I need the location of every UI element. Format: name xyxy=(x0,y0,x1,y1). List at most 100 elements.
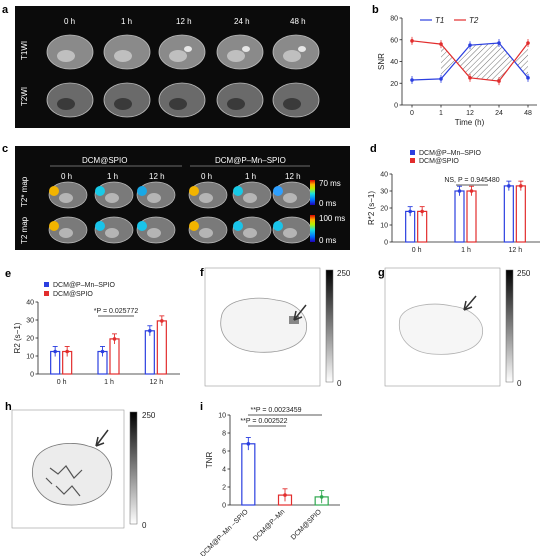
panel-h-scale-top: 250 xyxy=(142,411,156,420)
y-tick-label: 30 xyxy=(26,318,34,325)
panel-f-brain xyxy=(220,297,307,353)
panel-f-scale-top: 250 xyxy=(337,269,351,278)
category-label: DCM@P–Mn xyxy=(252,508,286,542)
panel-c-brain-inner xyxy=(147,228,161,238)
panel-c-time-label: 1 h xyxy=(245,172,256,181)
chart-i: 0 2 4 6 8 10 TNR DCM@P–Mn –SPIO DCM@P–Mn DCM@SPIO… xyxy=(200,407,340,556)
bar xyxy=(156,320,167,375)
y-tick-label: 10 xyxy=(218,413,226,420)
data-point xyxy=(507,184,511,188)
data-point xyxy=(439,42,443,46)
legend-label: T2 xyxy=(469,16,479,25)
y-tick-label: 8 xyxy=(222,431,226,438)
panel-d-label: d xyxy=(370,143,377,155)
t1wi-label: T1WI xyxy=(20,41,29,60)
data-point xyxy=(283,493,287,497)
panel-c-brain-inner xyxy=(243,228,257,238)
x-tick-label: 48 xyxy=(524,110,532,117)
data-point xyxy=(468,76,472,80)
y-tick-label: 0 xyxy=(394,103,398,110)
panel-a-label: a xyxy=(2,4,9,16)
panel-c-tumor-hotspot xyxy=(233,221,243,231)
panel-h-colorbar xyxy=(129,411,138,525)
panel-g-scale-top: 250 xyxy=(517,269,531,278)
panel-a-time-label: 24 h xyxy=(234,17,250,26)
panel-f-label: f xyxy=(200,267,204,279)
panel-c-tumor-hotspot xyxy=(49,221,59,231)
panel-a-brain-inner xyxy=(283,50,301,62)
t2star-map-label: T2* map xyxy=(20,176,29,207)
data-point xyxy=(519,184,523,188)
panel-c-time-label: 1 h xyxy=(107,172,118,181)
x-tick-label: 1 xyxy=(439,110,443,117)
panel-c-tumor-hotspot xyxy=(137,186,147,196)
legend-swatch xyxy=(410,150,415,155)
chart-d: 0 10 20 30 40 R*2 (s−1) 0 h 1 h 12 h DCM@P–Mn–SPI… xyxy=(367,150,540,254)
data-point xyxy=(439,77,443,81)
data-point xyxy=(497,79,501,83)
category-label: 1 h xyxy=(461,247,471,254)
y-tick-label: 40 xyxy=(390,59,398,66)
panel-a-bright-spot xyxy=(184,46,192,52)
data-point xyxy=(410,78,414,82)
x-tick-label: 0 xyxy=(410,110,414,117)
y-tick-label: 40 xyxy=(26,300,34,307)
panel-c-tumor-hotspot xyxy=(95,186,105,196)
category-label: 1 h xyxy=(104,379,114,386)
panel-a-brain-inner xyxy=(227,98,245,110)
jet-colorbar-1 xyxy=(310,180,315,205)
category-label: DCM@P–Mn –SPIO xyxy=(200,508,251,556)
data-point xyxy=(497,41,501,45)
panel-a-brain-inner xyxy=(114,98,132,110)
data-point xyxy=(457,189,462,193)
panel-i-label: i xyxy=(200,401,203,413)
data-point xyxy=(246,442,251,446)
y-tick-label: 30 xyxy=(380,189,388,196)
bar xyxy=(515,185,526,243)
panel-c-brain-inner xyxy=(283,193,297,203)
panel-f-scale-bottom: 0 xyxy=(337,379,342,388)
significance-label: *P = 0.025772 xyxy=(94,308,139,315)
chart-e: 0 10 20 30 40 R2 (s−1) 0 h 1 h 12 h DCM@P–Mn–SPIO… xyxy=(13,282,180,386)
legend-swatch xyxy=(410,158,415,163)
category-label: 0 h xyxy=(57,379,67,386)
group-pmn-label: DCM@P–Mn–SPIO xyxy=(215,156,286,165)
y-tick-label: 4 xyxy=(222,467,226,474)
data-point xyxy=(526,76,530,80)
panel-h-arrow xyxy=(95,429,109,447)
scale2-top: 100 ms xyxy=(319,214,345,223)
data-point xyxy=(408,209,412,214)
panel-c-brain-inner xyxy=(105,228,119,238)
panel-c-brain-inner xyxy=(59,228,73,238)
data-point xyxy=(148,329,152,333)
panel-c-brain-inner xyxy=(243,193,257,203)
bar xyxy=(454,190,465,243)
data-point xyxy=(100,349,105,354)
data-point xyxy=(319,495,324,499)
category-label: DCM@SPIO xyxy=(290,508,323,541)
panel-c-tumor-hotspot xyxy=(189,186,199,196)
panel-c-brain-inner xyxy=(105,193,119,203)
panel-c-brain-inner xyxy=(199,228,213,238)
y-axis-label: R*2 (s−1) xyxy=(367,191,376,225)
significance-label: NS, P = 0.945480 xyxy=(444,177,499,184)
panel-c-tumor-hotspot xyxy=(233,186,243,196)
bar xyxy=(241,443,256,506)
data-point xyxy=(53,349,57,354)
panel-a-time-label: 12 h xyxy=(176,17,192,26)
data-point xyxy=(469,189,474,193)
x-tick-label: 24 xyxy=(495,110,503,117)
t2wi-label: T2WI xyxy=(20,87,29,106)
panel-g-brain xyxy=(398,303,483,355)
panel-a-brain-inner xyxy=(169,50,187,62)
panel-a-brain-inner xyxy=(57,98,75,110)
y-tick-label: 60 xyxy=(390,37,398,44)
scale1-bottom: 0 ms xyxy=(319,199,336,208)
panel-c-brain-inner xyxy=(59,193,73,203)
x-tick-label: 12 xyxy=(466,110,474,117)
category-label: 0 h xyxy=(412,247,422,254)
panel-a-bright-spot xyxy=(242,46,250,52)
panel-a-time-label: 0 h xyxy=(64,17,75,26)
bar xyxy=(503,185,514,243)
